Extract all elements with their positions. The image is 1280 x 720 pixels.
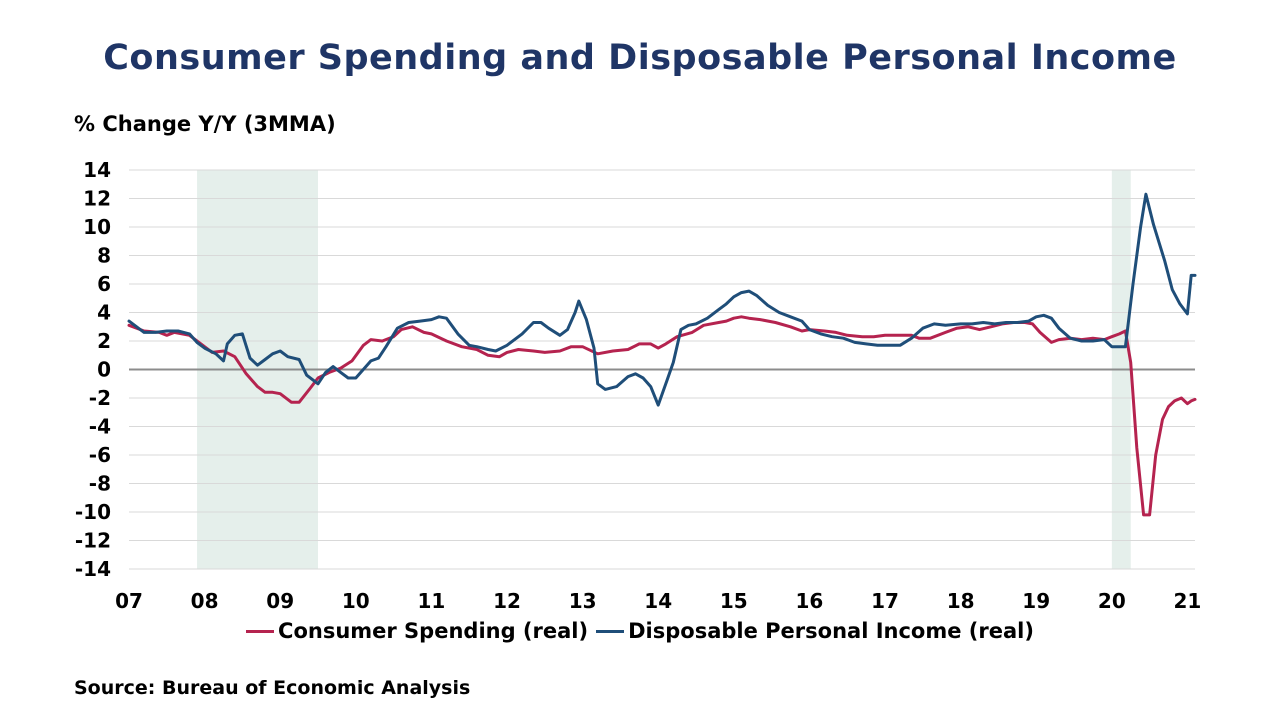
x-tick-label: 21 [1174, 589, 1202, 613]
x-tick-label: 12 [493, 589, 521, 613]
x-tick-label: 16 [796, 589, 824, 613]
y-tick-label: 10 [83, 215, 111, 239]
legend-item-consumer-spending: Consumer Spending (real) [246, 619, 588, 643]
x-tick-label: 08 [191, 589, 219, 613]
x-axis-ticks: 07 08 09 10 11 12 13 14 15 16 17 18 19 20 21 [115, 589, 1201, 613]
x-tick-label: 11 [417, 589, 445, 613]
x-tick-label: 17 [871, 589, 899, 613]
legend-label-consumer-spending: Consumer Spending (real) [278, 619, 589, 643]
y-tick-label: 14 [83, 158, 111, 182]
y-tick-label: 4 [97, 301, 111, 325]
y-tick-label: -4 [89, 415, 111, 439]
y-tick-label: -12 [75, 529, 111, 553]
y-axis-label: % Change Y/Y (3MMA) [74, 112, 336, 136]
chart-title: Consumer Spending and Disposable Persona… [103, 38, 1177, 78]
y-tick-label: -2 [89, 386, 111, 410]
x-tick-label: 15 [720, 589, 748, 613]
legend-item-disposable-income: Disposable Personal Income (real) [596, 619, 1034, 643]
x-tick-label: 18 [947, 589, 975, 613]
y-tick-label: -6 [89, 443, 111, 467]
x-tick-label: 09 [266, 589, 294, 613]
x-tick-label: 13 [569, 589, 597, 613]
x-tick-label: 07 [115, 589, 143, 613]
y-tick-label: 6 [97, 272, 111, 296]
y-axis-ticks: 14 12 10 8 6 4 2 0 -2 -4 -6 -8 -10 -12 -14 [75, 158, 111, 581]
legend-swatch-consumer-spending [246, 629, 275, 633]
y-tick-label: -8 [89, 472, 111, 496]
x-tick-label: 19 [1022, 589, 1050, 613]
y-tick-label: -10 [75, 500, 111, 524]
x-tick-label: 20 [1098, 589, 1126, 613]
y-tick-label: -14 [75, 557, 111, 581]
y-tick-label: 2 [97, 329, 111, 353]
gridlines [129, 169, 1195, 570]
legend-label-disposable-income: Disposable Personal Income (real) [628, 619, 1034, 643]
x-tick-label: 10 [342, 589, 370, 613]
y-tick-label: 12 [83, 187, 111, 211]
series-line-disposable-income [127, 192, 1197, 407]
legend: Consumer Spending (real) Disposable Pers… [0, 619, 1280, 643]
y-tick-label: 8 [97, 244, 111, 268]
source-note: Source: Bureau of Economic Analysis [74, 677, 471, 699]
legend-swatch-disposable-income [596, 629, 625, 633]
series-group [127, 192, 1197, 517]
y-tick-label: 0 [97, 358, 111, 382]
x-tick-label: 14 [644, 589, 672, 613]
